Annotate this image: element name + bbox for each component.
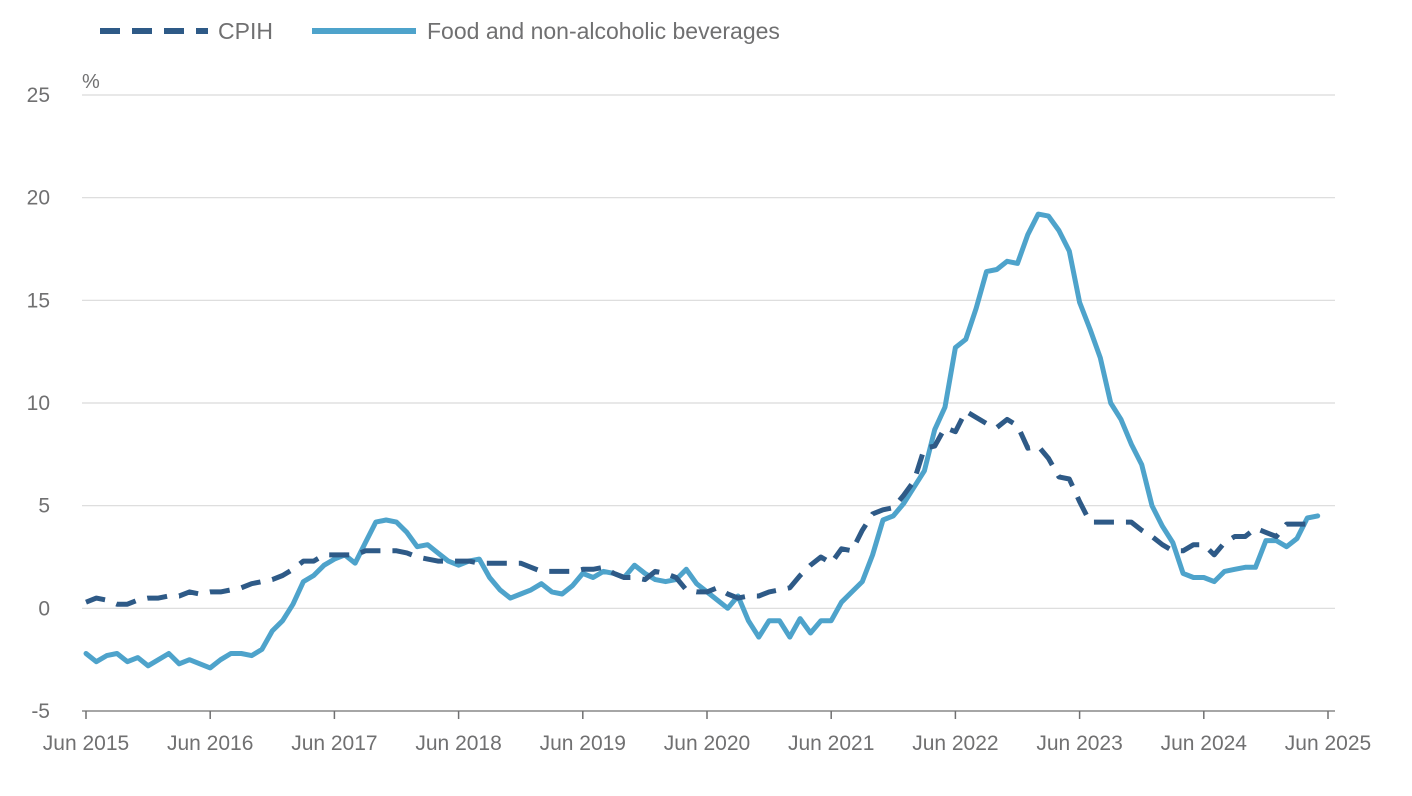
legend-label-food: Food and non-alcoholic beverages: [427, 18, 780, 44]
series-line-food: [83, 211, 1321, 671]
x-tick-label: Jun 2019: [540, 732, 626, 755]
y-axis-tick-labels: 25 20 15 10 5 0 -5: [27, 84, 50, 723]
y-tick-label: 5: [38, 495, 50, 518]
x-tick-label: Jun 2023: [1036, 732, 1122, 755]
y-tick-label: 20: [27, 187, 50, 210]
y-axis-unit-label: %: [82, 71, 100, 93]
x-tick-label: Jun 2021: [788, 732, 874, 755]
x-tick-label: Jun 2015: [43, 732, 129, 755]
legend: CPIH Food and non-alcoholic beverages: [100, 18, 780, 44]
x-tick-label: Jun 2016: [167, 732, 253, 755]
x-tick-label: Jun 2025: [1285, 732, 1371, 755]
y-tick-label: 10: [27, 392, 50, 415]
y-tick-label: -5: [31, 700, 50, 723]
series-line-cpih: [85, 408, 1308, 607]
series-lines: [83, 211, 1321, 671]
x-tick-label: Jun 2024: [1161, 732, 1248, 755]
x-tick-label: Jun 2022: [912, 732, 998, 755]
x-tick-label: Jun 2018: [415, 732, 501, 755]
x-tick-label: Jun 2020: [664, 732, 750, 755]
gridlines: [82, 94, 1335, 609]
x-axis: Jun 2015 Jun 2016 Jun 2017 Jun 2018 Jun 2019…: [43, 710, 1371, 755]
y-tick-label: 25: [27, 84, 50, 107]
legend-label-cpih: CPIH: [218, 18, 273, 44]
y-tick-label: 0: [38, 597, 50, 620]
x-tick-label: Jun 2017: [291, 732, 377, 755]
y-tick-label: 15: [27, 289, 50, 312]
